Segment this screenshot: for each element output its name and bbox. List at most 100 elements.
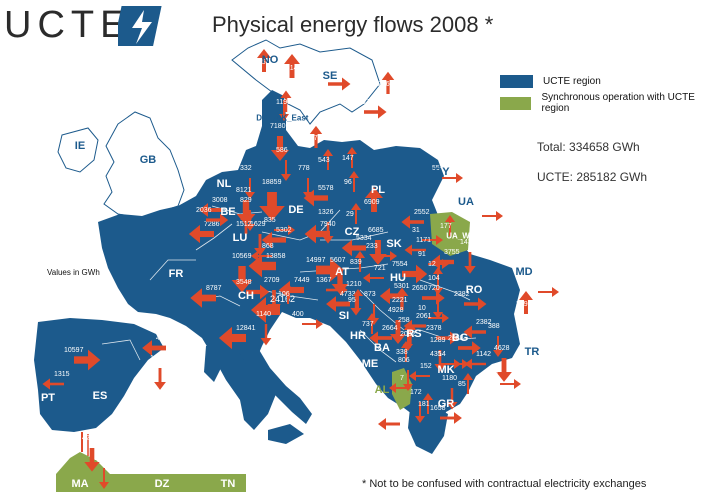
flow-arrow-head (442, 313, 449, 323)
page-title: Physical energy flows 2008 * (212, 12, 494, 37)
flow-arrow-head (381, 71, 395, 80)
country-label-rs: RS (406, 328, 422, 340)
flow-value-label: 233 (366, 243, 378, 250)
flow-arrow (304, 224, 330, 244)
flow-value-label: 1140 (256, 311, 271, 318)
flow-arrow-head (463, 325, 472, 339)
flow-arrow (434, 350, 446, 372)
country-label-pt: PT (40, 392, 56, 404)
flow-arrow-head (190, 288, 202, 308)
flow-arrow-head (84, 462, 100, 472)
flow-arrow (404, 244, 426, 256)
flow-value-label: 5301 (394, 283, 410, 290)
ucte-total-value: UCTE: 285182 GWh (537, 170, 648, 184)
flow-value-label: 177 (440, 223, 452, 230)
flow-arrow-head (326, 296, 336, 312)
flow-arrow (316, 258, 344, 282)
flow-arrow (303, 189, 328, 207)
flow-arrow (261, 231, 286, 249)
flow-arrow (142, 340, 166, 356)
flow-arrow (284, 54, 300, 78)
flow-arrow (281, 160, 291, 181)
flow-value-label: 1195 (276, 99, 291, 106)
country-label-ro: RO (465, 284, 483, 296)
flow-arrow-head (409, 371, 416, 381)
country-label-mk: MK (437, 364, 455, 376)
flow-arrow-head (270, 150, 290, 162)
country-label-al: AL (374, 384, 390, 396)
flow-value-label: 1658 (430, 405, 446, 412)
flow-value-label: 2221 (392, 297, 408, 304)
flow-arrow (445, 215, 455, 236)
country-label-it: IT (281, 326, 291, 338)
country-label-dk-east: DK_East (275, 113, 309, 123)
flow-arrow-head (349, 171, 359, 178)
flow-arrow (274, 224, 296, 236)
flow-arrow (326, 284, 348, 296)
flow-arrow-head (404, 244, 412, 256)
flow-arrow-head (514, 379, 521, 389)
flow-value-label: 12 (428, 261, 436, 268)
flow-arrow-head (401, 215, 410, 229)
flow-value-label: 10 (418, 305, 426, 312)
flow-value-label: 1210 (346, 281, 362, 288)
flow-value-label: 7180 (270, 123, 286, 130)
total-value: Total: 334658 GWh (537, 140, 640, 154)
flow-arrow-head (322, 236, 334, 244)
flow-value-label: 543 (318, 157, 330, 164)
flow-arrow (353, 289, 363, 310)
flow-value-label: 2650 (412, 285, 428, 292)
legend-label-ucte: UCTE region (543, 75, 601, 87)
flow-arrow-head (378, 418, 386, 430)
flow-arrow (458, 341, 481, 355)
flow-value-label: 12841 (236, 325, 256, 332)
region-iberia (34, 318, 164, 432)
flow-value-label: 10597 (64, 347, 84, 354)
flow-value-label: 3156 (254, 59, 270, 66)
flow-arrow-head (283, 283, 293, 290)
flow-value-label: 2507 (354, 99, 370, 106)
flow-arrow (280, 90, 292, 112)
flow-arrow (365, 187, 383, 212)
flow-value-label: 839 (350, 259, 362, 266)
flow-arrow-head (250, 250, 258, 262)
flow-value-label: 778 (298, 165, 310, 172)
flow-value-label: 13858 (266, 253, 286, 260)
flow-arrow (218, 326, 246, 350)
ucte-logo-text: UCTE (4, 4, 132, 46)
flow-arrow-head (218, 326, 232, 350)
flow-arrow-head (353, 289, 363, 296)
flow-value-label: 85 (458, 381, 466, 388)
flow-arrow-head (254, 248, 266, 256)
country-label-hu: HU (390, 272, 406, 284)
flow-arrow-head (433, 312, 443, 319)
country-label-dk-w: DK_W (256, 113, 280, 123)
country-label-fr: FR (168, 268, 184, 280)
flow-value-label: 2709 (264, 277, 280, 284)
country-label-me: ME (361, 358, 379, 370)
flow-value-label: 3548 (236, 279, 252, 286)
flow-arrow (402, 264, 428, 284)
flow-value-label: 4814 (282, 65, 298, 72)
flow-value-label: 2552 (414, 209, 430, 216)
flow-value-label: 554 (432, 165, 444, 172)
flow-value-label: 586 (276, 147, 288, 154)
flow-value-label: 96 (344, 179, 352, 186)
flow-value-label: 1367 (316, 277, 332, 284)
flow-arrow (99, 468, 109, 489)
flow-value-label: 181 (418, 401, 430, 408)
flow-value-label: 6909 (364, 199, 380, 206)
flow-arrow (482, 211, 503, 221)
country-label-ua: UA (458, 196, 474, 208)
flow-arrow-head (464, 358, 472, 370)
flow-value-label: 6685 (368, 227, 384, 234)
country-label-ua-w: UA_W (446, 231, 470, 241)
flow-arrow-head (369, 331, 378, 345)
flow-arrow (279, 100, 289, 121)
flow-arrow-head (281, 174, 291, 181)
flow-arrow-head (279, 114, 289, 121)
flow-arrow-head (244, 224, 256, 232)
flow-arrow (464, 358, 486, 370)
flow-value-label: 835 (264, 217, 276, 224)
flow-arrow-head (472, 341, 481, 355)
